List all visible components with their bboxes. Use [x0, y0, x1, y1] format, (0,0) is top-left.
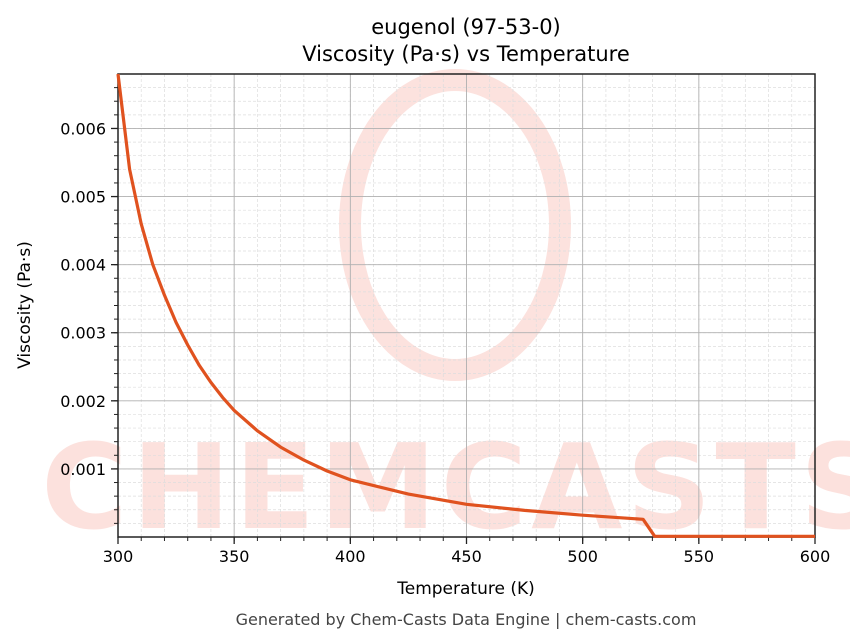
x-tick-label: 350: [219, 547, 250, 566]
chemcasts-watermark: CHEMCASTS: [41, 69, 850, 556]
plot-frame: [117, 73, 816, 538]
y-tick-label: 0.003: [60, 324, 106, 343]
x-tick-label: 300: [103, 547, 134, 566]
y-tick-label: 0.004: [60, 256, 106, 275]
watermark-text: CHEMCASTS: [41, 418, 850, 556]
x-tick-label: 400: [335, 547, 366, 566]
x-tick-label: 450: [451, 547, 482, 566]
chart-title: eugenol (97-53-0): [371, 15, 561, 39]
watermark-circle: [339, 69, 571, 381]
x-axis-label: Temperature (K): [396, 579, 535, 599]
y-tick-label: 0.001: [60, 460, 106, 479]
x-tick-label: 550: [684, 547, 715, 566]
y-tick-label: 0.002: [60, 392, 106, 411]
x-tick-label: 600: [800, 547, 831, 566]
y-tick-label: 0.005: [60, 188, 106, 207]
y-axis-label: Viscosity (Pa·s): [15, 241, 35, 369]
y-tick-label: 0.006: [60, 119, 106, 138]
chart-subtitle: Viscosity (Pa·s) vs Temperature: [302, 42, 630, 66]
footer-credit: Generated by Chem-Casts Data Engine | ch…: [236, 610, 697, 629]
x-tick-label: 500: [567, 547, 598, 566]
viscosity-series-line: [116, 73, 815, 538]
